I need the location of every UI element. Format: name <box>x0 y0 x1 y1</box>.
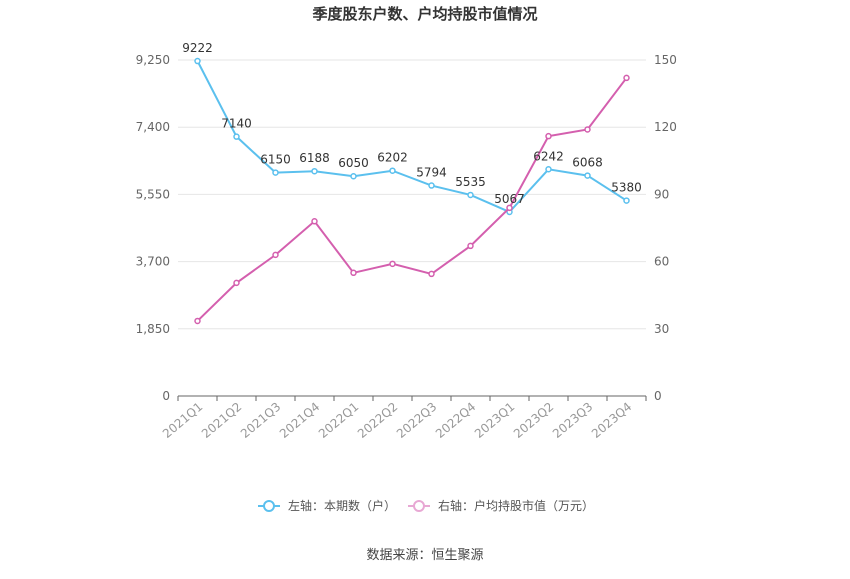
series-1-point[interactable] <box>389 260 396 268</box>
series-0-point[interactable] <box>428 182 435 189</box>
axes: 0 1,850 3,700 5,550 7,400 9,250 0 30 60 90 120 150 2… <box>136 53 677 441</box>
series-0-point[interactable] <box>545 166 552 173</box>
series-0-point[interactable] <box>233 133 240 140</box>
series-1-point[interactable] <box>350 269 357 277</box>
series-1-point[interactable] <box>584 126 591 133</box>
data-labels: 9222 7140 6150 6188 6050 6202 5794 5535 5067 6242… <box>182 41 642 206</box>
series-0-point[interactable] <box>194 57 201 65</box>
x-tick-label: 2021Q3 <box>238 400 283 441</box>
data-label: 5535 <box>455 175 486 189</box>
source-note: 数据来源：恒生聚源 <box>366 548 483 563</box>
series-1-point[interactable] <box>272 251 279 259</box>
series-line-0 <box>196 60 628 214</box>
y-left-tick-label: 0 <box>162 389 170 403</box>
x-tick-label: 2022Q2 <box>355 400 400 441</box>
y-left-tick-label: 5,550 <box>136 187 170 201</box>
series-1-point[interactable] <box>467 242 474 250</box>
grid-lines <box>178 59 646 330</box>
x-tick-label: 2023Q4 <box>589 400 634 441</box>
x-tick-label: 2021Q4 <box>277 400 322 441</box>
series-0-point[interactable] <box>350 172 357 180</box>
series-0-point[interactable] <box>623 197 630 204</box>
x-tick-label: 2023Q1 <box>472 400 517 441</box>
y-right-tick-label: 60 <box>654 255 669 269</box>
data-label: 6068 <box>572 156 603 170</box>
y-left-tick-label: 9,250 <box>136 53 170 67</box>
data-label: 6188 <box>299 151 330 165</box>
x-tick-label: 2022Q1 <box>316 400 361 441</box>
x-tick-label: 2022Q4 <box>433 400 478 441</box>
y-right-tick-label: 30 <box>654 322 669 336</box>
data-label: 5794 <box>416 166 447 180</box>
series-0-point[interactable] <box>467 191 474 199</box>
legend-left-label: 左轴：本期数（户） <box>288 498 396 513</box>
series-1-point[interactable] <box>506 204 513 212</box>
series-0-point[interactable] <box>584 172 591 179</box>
series <box>194 57 630 325</box>
legend-item-left-series[interactable]: 左轴：本期数（户） <box>258 498 396 513</box>
y-right-tick-label: 90 <box>654 187 669 201</box>
series-1-point[interactable] <box>428 270 435 278</box>
chart-title: 季度股东户数、户均持股市值情况 <box>312 5 537 23</box>
data-label: 5380 <box>611 181 642 195</box>
series-1-point[interactable] <box>545 132 552 140</box>
series-1-point[interactable] <box>623 74 630 82</box>
y-left-tick-label: 3,700 <box>136 255 170 269</box>
data-label: 5067 <box>494 192 525 206</box>
series-line-1 <box>196 77 628 322</box>
legend-right-marker-icon <box>413 500 425 512</box>
legend: 左轴：本期数（户） 右轴：户均持股市值（万元） <box>258 498 594 513</box>
legend-left-marker-icon <box>263 500 275 512</box>
data-label: 6150 <box>260 153 291 167</box>
legend-item-right-series[interactable]: 右轴：户均持股市值（万元） <box>408 498 594 513</box>
y-right-tick-label: 0 <box>654 389 662 403</box>
x-tick-label: 2023Q2 <box>511 400 556 441</box>
data-label: 9222 <box>182 41 213 55</box>
series-1-point[interactable] <box>311 218 318 225</box>
x-tick-label: 2022Q3 <box>394 400 439 441</box>
y-left-tick-label: 1,850 <box>136 322 170 336</box>
data-label: 7140 <box>221 117 252 131</box>
y-right-tick-label: 150 <box>654 53 677 67</box>
series-0-point[interactable] <box>311 167 318 175</box>
series-1-point[interactable] <box>194 317 201 325</box>
data-label: 6050 <box>338 156 369 170</box>
series-1-point[interactable] <box>233 279 240 287</box>
data-label: 6202 <box>377 151 408 165</box>
legend-right-label: 右轴：户均持股市值（万元） <box>438 498 594 513</box>
x-tick-label: 2023Q3 <box>550 400 595 441</box>
y-right-tick-label: 120 <box>654 120 677 134</box>
series-0-point[interactable] <box>389 167 396 174</box>
y-left-tick-label: 7,400 <box>136 120 170 134</box>
series-0-point[interactable] <box>272 169 279 176</box>
data-label: 6242 <box>533 149 564 163</box>
x-tick-label: 2021Q1 <box>160 400 205 441</box>
x-tick-label: 2021Q2 <box>199 400 244 441</box>
